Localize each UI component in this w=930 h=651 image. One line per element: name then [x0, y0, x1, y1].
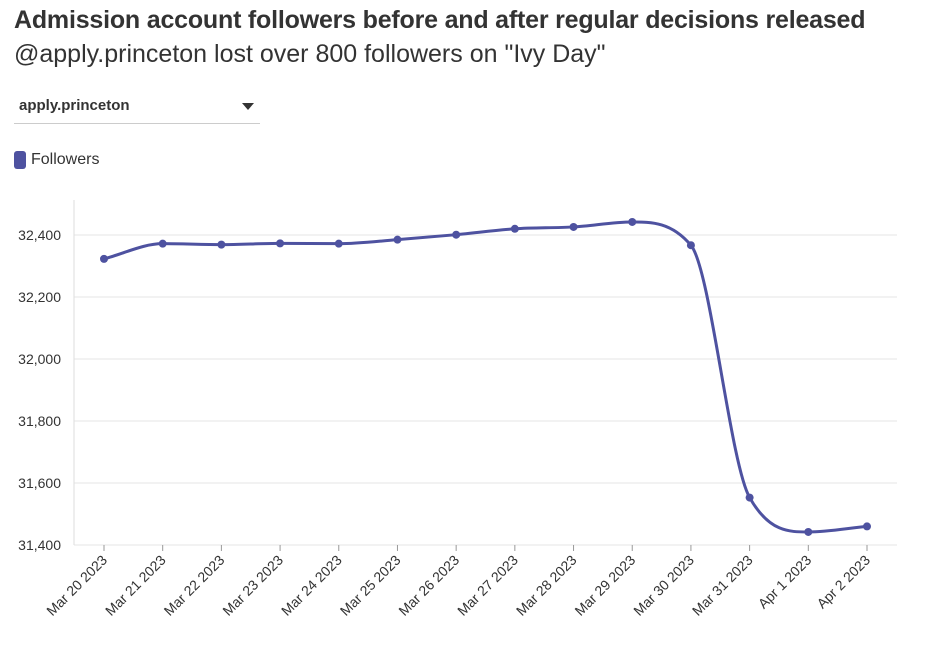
x-tick-label: Mar 27 2023 [454, 552, 521, 619]
data-point [686, 241, 695, 250]
data-point [804, 527, 813, 536]
x-tick-label: Mar 30 2023 [630, 552, 697, 619]
y-tick-label: 32,000 [18, 351, 61, 367]
data-point [158, 239, 167, 248]
x-tick-label: Mar 28 2023 [513, 552, 580, 619]
x-tick-label: Mar 25 2023 [337, 552, 404, 619]
y-tick-label: 32,400 [18, 227, 61, 243]
data-point [745, 493, 754, 502]
x-tick-label: Mar 21 2023 [102, 552, 169, 619]
x-tick-label: Mar 23 2023 [219, 552, 286, 619]
data-point [863, 522, 871, 531]
legend-label-followers: Followers [31, 151, 100, 168]
data-point [628, 217, 637, 226]
data-point [452, 230, 461, 239]
account-dropdown-value: apply.princeton [19, 97, 130, 114]
x-tick-label: Mar 24 2023 [278, 552, 345, 619]
y-tick-label: 32,200 [18, 289, 61, 305]
x-tick-label: Mar 29 2023 [571, 552, 638, 619]
x-tick-label: Apr 1 2023 [755, 552, 815, 612]
x-tick-label: Apr 2 2023 [813, 552, 873, 612]
data-point [334, 239, 343, 248]
y-tick-label: 31,600 [18, 475, 61, 491]
series-line-followers [102, 220, 869, 534]
y-tick-label: 31,400 [18, 537, 61, 553]
caret-down-icon [242, 103, 254, 110]
y-tick-label: 31,800 [18, 413, 61, 429]
data-point [393, 235, 402, 244]
chart-legend: Followers [14, 151, 99, 169]
chart-title: Admission account followers before and a… [14, 6, 866, 34]
x-tick-label: Mar 22 2023 [161, 552, 228, 619]
chart-subtitle: @apply.princeton lost over 800 followers… [14, 40, 606, 68]
data-point [510, 224, 519, 233]
x-tick-label: Mar 31 2023 [689, 552, 756, 619]
legend-swatch [14, 151, 26, 169]
x-tick-label: Mar 26 2023 [395, 552, 462, 619]
data-point [276, 239, 285, 248]
data-point [217, 240, 226, 249]
x-tick-label: Mar 20 2023 [43, 552, 110, 619]
account-dropdown[interactable]: apply.princeton [14, 92, 260, 124]
data-point [100, 254, 108, 263]
data-point [569, 222, 578, 231]
